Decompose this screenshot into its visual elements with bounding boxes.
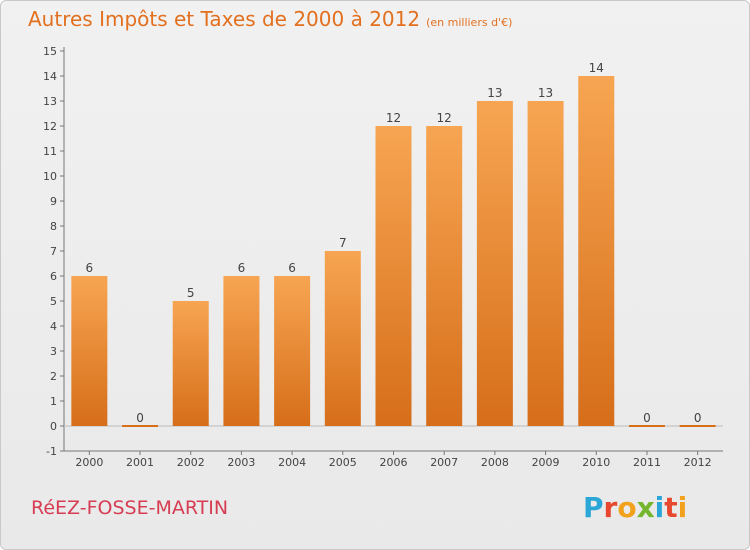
x-tick-label: 2001 — [126, 456, 154, 469]
bar — [375, 126, 412, 426]
x-tick-label: 2011 — [633, 456, 661, 469]
x-tick-label: 2007 — [430, 456, 458, 469]
logo-letter: r — [603, 491, 618, 524]
y-tick-label: 10 — [43, 170, 57, 183]
data-label: 13 — [538, 86, 553, 100]
bar — [324, 251, 361, 426]
data-label: 6 — [288, 261, 296, 275]
data-label: 12 — [386, 111, 401, 125]
chart-title-text: Autres Impôts et Taxes de 2000 à 2012 — [28, 7, 421, 31]
logo-letter: i — [677, 491, 688, 524]
y-tick-label: 2 — [50, 370, 57, 383]
data-label: 5 — [187, 286, 195, 300]
y-tick-label: 5 — [50, 295, 57, 308]
bar — [71, 276, 108, 426]
logo-letter: o — [617, 491, 637, 524]
logo-letter: i — [654, 491, 665, 524]
proxiti-logo: Proxiti — [583, 491, 687, 524]
data-label: 0 — [643, 411, 651, 425]
x-tick-label: 2005 — [329, 456, 357, 469]
commune-name: RéEZ-FOSSE-MARTIN — [31, 497, 229, 519]
chart-subtitle: (en milliers d'€) — [426, 16, 513, 29]
y-tick-label: 6 — [50, 270, 57, 283]
y-tick-label: 15 — [43, 45, 57, 58]
bar — [578, 76, 615, 426]
y-tick-label: 7 — [50, 245, 57, 258]
data-label: 0 — [136, 411, 144, 425]
y-tick-label: -1 — [46, 445, 57, 458]
y-tick-label: 1 — [50, 395, 57, 408]
x-tick-label: 2012 — [684, 456, 712, 469]
y-tick-label: 12 — [43, 120, 57, 133]
x-tick-label: 2006 — [380, 456, 408, 469]
bar — [223, 276, 260, 426]
bar — [122, 425, 159, 427]
data-label: 6 — [86, 261, 94, 275]
y-tick-label: 9 — [50, 195, 57, 208]
bar — [628, 425, 665, 427]
logo-letter: t — [664, 491, 678, 524]
x-tick-label: 2004 — [278, 456, 306, 469]
bar — [476, 101, 513, 426]
bar — [527, 101, 564, 426]
data-label: 12 — [437, 111, 452, 125]
x-tick-label: 2009 — [532, 456, 560, 469]
data-label: 13 — [487, 86, 502, 100]
bar — [274, 276, 311, 426]
data-label: 6 — [238, 261, 246, 275]
y-tick-label: 8 — [50, 220, 57, 233]
x-tick-label: 2002 — [177, 456, 205, 469]
data-label: 0 — [694, 411, 702, 425]
logo-letter: x — [636, 491, 655, 524]
chart-title: Autres Impôts et Taxes de 2000 à 2012 (en… — [28, 7, 512, 31]
x-tick-label: 2008 — [481, 456, 509, 469]
bar — [679, 425, 716, 427]
data-label: 14 — [589, 61, 604, 75]
y-tick-label: 11 — [43, 145, 57, 158]
data-label: 7 — [339, 236, 347, 250]
y-tick-label: 14 — [43, 70, 57, 83]
bar — [426, 126, 463, 426]
logo-letter: P — [583, 491, 604, 524]
x-tick-label: 2003 — [227, 456, 255, 469]
y-tick-label: 13 — [43, 95, 57, 108]
y-tick-label: 4 — [50, 320, 57, 333]
bar — [172, 301, 209, 426]
y-tick-label: 3 — [50, 345, 57, 358]
x-tick-label: 2000 — [75, 456, 103, 469]
x-tick-label: 2010 — [582, 456, 610, 469]
y-tick-label: 0 — [50, 420, 57, 433]
